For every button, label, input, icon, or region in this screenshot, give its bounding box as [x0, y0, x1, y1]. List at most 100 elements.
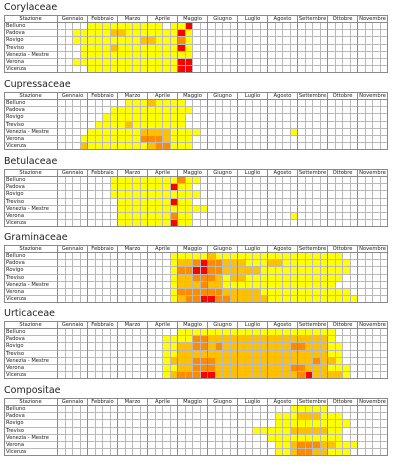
heatmap-cell: [298, 274, 306, 282]
heatmap-cell: [328, 274, 336, 282]
heatmap-cell: [343, 30, 351, 38]
heatmap-cell: [58, 343, 66, 351]
heatmap-cell: [305, 442, 313, 450]
heatmap-cell: [65, 442, 73, 450]
heatmap-cell: [178, 365, 186, 373]
heatmap-cell: [260, 213, 268, 221]
heatmap-cell: [110, 281, 118, 289]
heatmap-cell: [230, 100, 238, 108]
heatmap-cell: [335, 37, 343, 45]
heatmap-cell: [65, 329, 73, 337]
heatmap-cell: [110, 343, 118, 351]
heatmap-cell: [200, 191, 208, 199]
heatmap-cell: [358, 136, 366, 144]
heatmap-cell: [118, 449, 126, 457]
heatmap-cell: [313, 449, 321, 457]
heatmap-cell: [163, 30, 171, 38]
heatmap-cell: [208, 177, 216, 185]
heatmap-cell: [148, 267, 156, 275]
heatmap-cell: [170, 121, 178, 129]
heatmap-cell: [140, 281, 148, 289]
heatmap-cell: [65, 406, 73, 414]
heatmap-cell: [275, 336, 283, 344]
heatmap-cell: [103, 213, 111, 221]
heatmap-cell: [215, 198, 223, 206]
heatmap-cell: [208, 114, 216, 122]
heatmap-cell: [163, 434, 171, 442]
heatmap-cell: [230, 205, 238, 213]
heatmap-cell: [73, 336, 81, 344]
heatmap-cell: [350, 220, 358, 228]
heatmap-cell: [200, 59, 208, 67]
heatmap-cell: [245, 205, 253, 213]
heatmap-cell: [65, 198, 73, 206]
heatmap-cell: [215, 449, 223, 457]
heatmap-cell: [320, 289, 328, 297]
heatmap-cell: [118, 260, 126, 268]
heatmap-cell: [80, 260, 88, 268]
heatmap-cell: [110, 44, 118, 52]
row-label-cell: [4, 413, 58, 421]
heatmap-cell: [328, 143, 336, 151]
heatmap-cell: [335, 66, 343, 74]
heatmap-cell: [88, 372, 96, 380]
heatmap-cell: [313, 198, 321, 206]
heatmap-cell: [88, 267, 96, 275]
heatmap-grid: Stazione Gennaio Febbraio Marzo Aprile Maggio…: [4, 245, 388, 304]
heatmap-cell: [380, 372, 388, 380]
heatmap-cell: [373, 413, 381, 421]
heatmap-cell: [103, 296, 111, 304]
heatmap-cell: [268, 100, 276, 108]
heatmap-cell: [133, 177, 141, 185]
heatmap-cell: [328, 37, 336, 45]
station-label: Padova: [6, 336, 25, 343]
heatmap-cell: [178, 289, 186, 297]
heatmap-cell: [88, 143, 96, 151]
heatmap-cell: [305, 37, 313, 45]
heatmap-cell: [350, 343, 358, 351]
heatmap-cell: [133, 198, 141, 206]
row-label-cell: [4, 220, 58, 228]
heatmap-cell: [283, 220, 291, 228]
heatmap-cell: [140, 260, 148, 268]
heatmap-cell: [163, 449, 171, 457]
heatmap-cell: [365, 107, 373, 115]
heatmap-cell: [358, 191, 366, 199]
heatmap-cell: [163, 420, 171, 428]
heatmap-cell: [163, 37, 171, 45]
heatmap-cell: [223, 51, 231, 59]
month-header: Settembre: [298, 169, 328, 177]
heatmap-cell: [373, 420, 381, 428]
month-header: Settembre: [298, 398, 328, 406]
heatmap-cell: [65, 66, 73, 74]
heatmap-cell: [58, 59, 66, 67]
heatmap-cell: [155, 406, 163, 414]
heatmap-cell: [208, 213, 216, 221]
row-label-cell: [4, 442, 58, 450]
heatmap-cell: [208, 357, 216, 365]
heatmap-cell: [95, 191, 103, 199]
heatmap-cell: [328, 427, 336, 435]
heatmap-cell: [223, 350, 231, 358]
heatmap-cell: [103, 357, 111, 365]
station-label: Vicenza: [6, 143, 27, 150]
heatmap-cell: [290, 253, 298, 261]
heatmap-cell: [110, 220, 118, 228]
heatmap-cell: [305, 114, 313, 122]
heatmap-cell: [350, 365, 358, 373]
heatmap-cell: [335, 365, 343, 373]
heatmap-cell: [155, 128, 163, 136]
heatmap-cell: [343, 121, 351, 129]
heatmap-cell: [193, 296, 201, 304]
heatmap-cell: [275, 281, 283, 289]
heatmap-cell: [373, 442, 381, 450]
row-label-cell: [4, 37, 58, 45]
heatmap-cell: [223, 336, 231, 344]
heatmap-cell: [358, 100, 366, 108]
heatmap-cell: [245, 420, 253, 428]
station-label: Padova: [6, 107, 25, 114]
heatmap-cell: [73, 281, 81, 289]
heatmap-cell: [275, 427, 283, 435]
header-station-label: Stazione: [4, 15, 58, 23]
heatmap-cell: [215, 23, 223, 31]
